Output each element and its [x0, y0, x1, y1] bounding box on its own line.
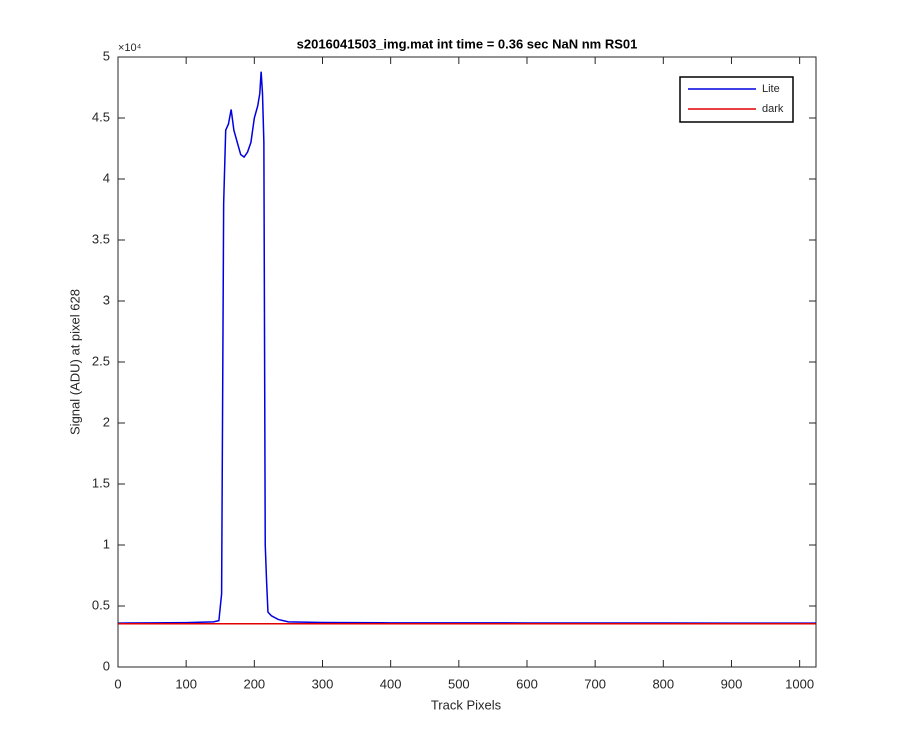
- x-tick-label: 1000: [785, 676, 814, 691]
- x-tick-label: 0: [114, 676, 121, 691]
- y-axis-label: Signal (ADU) at pixel 628: [67, 289, 82, 435]
- y-multiplier: ×10⁴: [118, 42, 142, 54]
- line-series: [117, 71, 816, 624]
- x-tick-label: 700: [584, 676, 606, 691]
- x-tick-label: 900: [721, 676, 743, 691]
- x-tick-label: 100: [175, 676, 197, 691]
- x-tick-label: 200: [243, 676, 265, 691]
- legend-label: dark: [762, 103, 784, 115]
- plot-area: [118, 57, 816, 667]
- x-tick-label: 300: [312, 676, 334, 691]
- y-tick-label: 3: [103, 292, 110, 307]
- y-tick-label: 0: [103, 658, 110, 673]
- y-tick-label: 1.5: [92, 475, 110, 490]
- y-tick-label: 2.5: [92, 353, 110, 368]
- x-tick-label: 600: [516, 676, 538, 691]
- x-tick-label: 500: [448, 676, 470, 691]
- y-tick-label: 5: [103, 48, 110, 63]
- axes-box: [117, 56, 817, 668]
- legend-label: Lite: [762, 83, 780, 95]
- x-tick-label: 800: [652, 676, 674, 691]
- y-tick-label: 4: [103, 170, 110, 185]
- y-tick-label: 4.5: [92, 109, 110, 124]
- legend-box: [679, 76, 794, 123]
- y-tick-label: 0.5: [92, 597, 110, 612]
- chart-title: s2016041503_img.mat int time = 0.36 sec …: [297, 36, 638, 51]
- y-tick-label: 2: [103, 414, 110, 429]
- y-tick-label: 1: [103, 536, 110, 551]
- x-axis-label: Track Pixels: [431, 697, 502, 712]
- y-tick-label: 3.5: [92, 231, 110, 246]
- x-tick-label: 400: [380, 676, 402, 691]
